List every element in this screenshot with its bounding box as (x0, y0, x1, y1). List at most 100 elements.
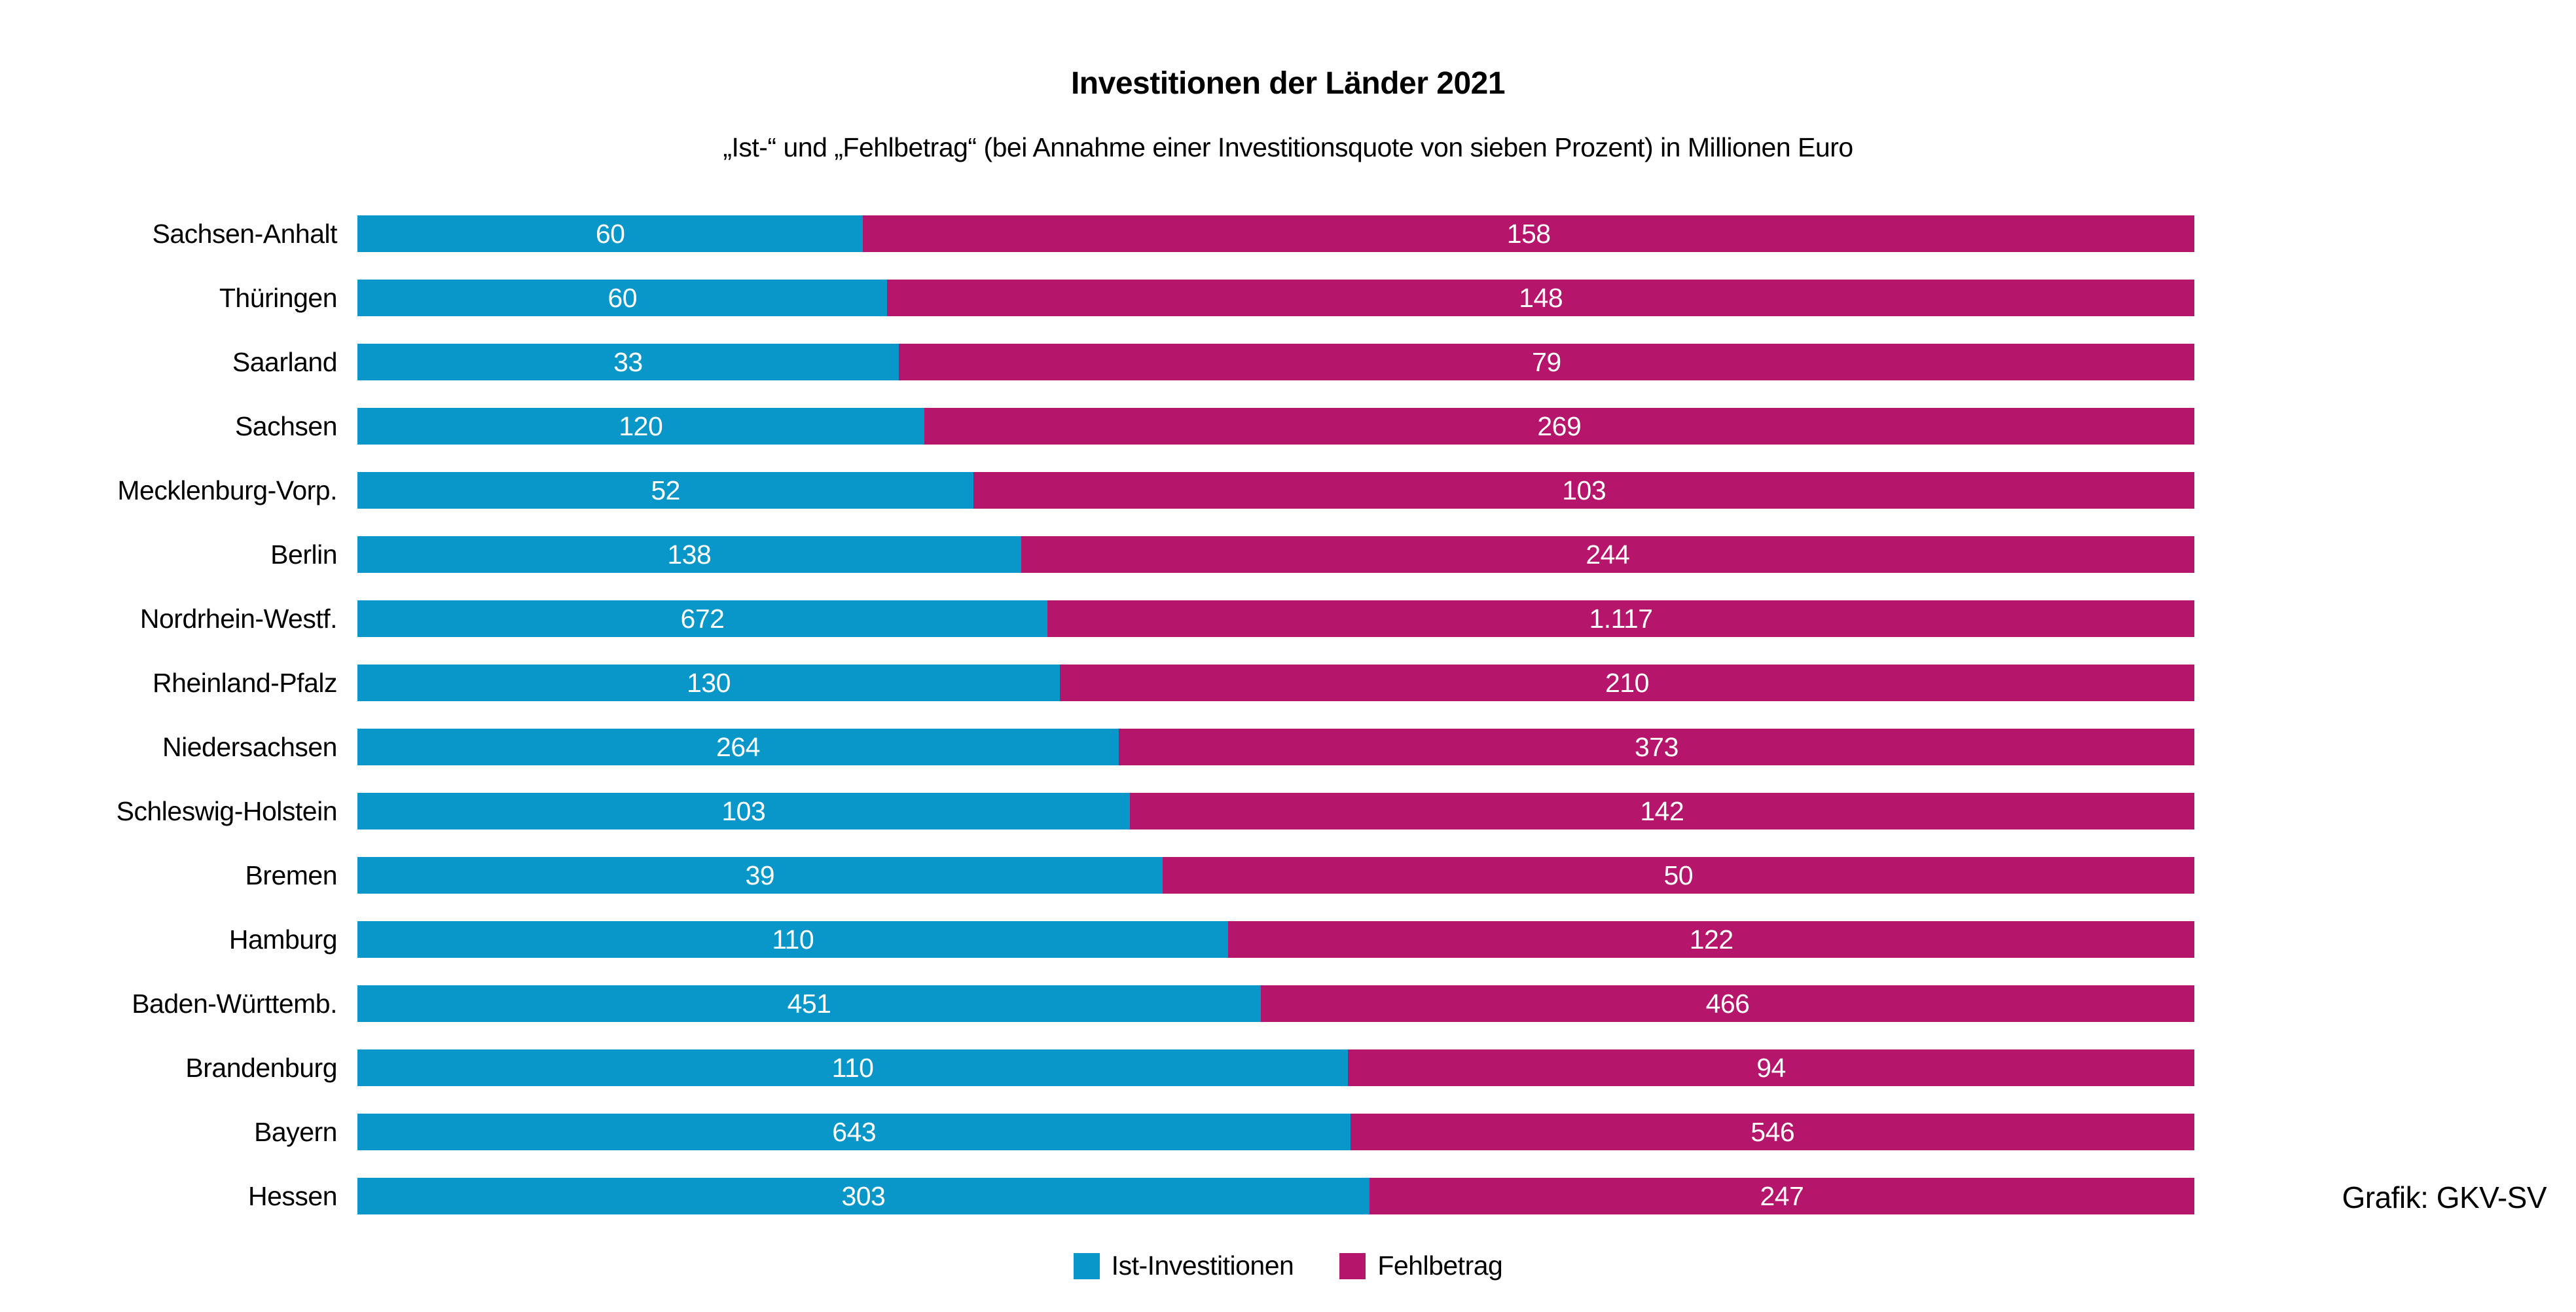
fehlbetrag-value: 158 (1506, 218, 1551, 249)
stacked-bar: 60 158 (357, 215, 2194, 252)
fehlbetrag-segment: 148 (887, 280, 2194, 316)
stacked-bar: 60 148 (357, 280, 2194, 316)
fehlbetrag-segment: 373 (1118, 729, 2194, 765)
fehlbetrag-segment: 50 (1162, 857, 2194, 894)
bar-row: Baden-Württemb. 451 466 (0, 985, 2194, 1022)
fehlbetrag-segment: 466 (1261, 985, 2194, 1022)
bar-row: Brandenburg 110 94 (0, 1049, 2194, 1086)
fehlbetrag-value: 142 (1640, 795, 1684, 826)
bar-row: Rheinland-Pfalz 130 210 (0, 665, 2194, 701)
ist-segment: 138 (357, 536, 1021, 573)
fehlbetrag-segment: 142 (1129, 793, 2194, 829)
category-label: Berlin (270, 539, 337, 570)
bar-row: Hessen 303 247 (0, 1178, 2194, 1214)
legend-item-ist: Ist-Investitionen (1073, 1250, 1294, 1281)
ist-value: 52 (651, 475, 680, 505)
fehlbetrag-value: 244 (1586, 539, 1630, 570)
fehlbetrag-segment: 546 (1351, 1114, 2194, 1150)
ist-value: 303 (841, 1180, 886, 1211)
legend: Ist-Investitionen Fehlbetrag (0, 1250, 2576, 1281)
bar-row: Saarland 33 79 (0, 344, 2194, 380)
ist-segment: 120 (357, 408, 924, 445)
ist-value: 60 (595, 218, 625, 249)
legend-item-fehlbetrag: Fehlbetrag (1339, 1250, 1503, 1281)
category-label: Schleswig-Holstein (116, 795, 338, 826)
bar-chart: Sachsen-Anhalt 60 158 Thüringen 60 148 Saarlan… (0, 215, 2194, 1214)
fehlbetrag-segment: 244 (1021, 536, 2194, 573)
ist-segment: 451 (357, 985, 1261, 1022)
ist-segment: 39 (357, 857, 1163, 894)
bar-row: Schleswig-Holstein 103 142 (0, 793, 2194, 829)
fehlbetrag-value: 122 (1689, 924, 1733, 955)
fehlbetrag-segment: 94 (1348, 1049, 2194, 1086)
category-label: Sachsen (234, 410, 338, 441)
fehlbetrag-value: 148 (1519, 282, 1563, 313)
bar-row: Bayern 643 546 (0, 1114, 2194, 1150)
category-label: Niedersachsen (162, 731, 338, 762)
fehlbetrag-segment: 210 (1059, 665, 2194, 701)
fehlbetrag-value: 79 (1532, 346, 1561, 377)
fehlbetrag-value: 103 (1562, 475, 1606, 505)
legend-swatch-ist-icon (1073, 1252, 1100, 1279)
stacked-bar: 52 103 (357, 472, 2194, 509)
category-label: Rheinland-Pfalz (153, 667, 337, 698)
bar-row: Hamburg 110 122 (0, 921, 2194, 958)
ist-value: 643 (832, 1116, 877, 1147)
stacked-bar: 451 466 (357, 985, 2194, 1022)
fehlbetrag-segment: 247 (1369, 1178, 2194, 1214)
fehlbetrag-segment: 79 (898, 344, 2194, 380)
ist-segment: 52 (357, 472, 974, 509)
ist-value: 33 (613, 346, 643, 377)
stacked-bar: 110 94 (357, 1049, 2194, 1086)
ist-segment: 264 (357, 729, 1119, 765)
ist-segment: 60 (357, 280, 888, 316)
ist-value: 120 (619, 410, 663, 441)
fehlbetrag-segment: 269 (924, 408, 2194, 445)
ist-value: 138 (667, 539, 712, 570)
stacked-bar: 672 1.117 (357, 600, 2194, 637)
bar-row: Bremen 39 50 (0, 857, 2194, 894)
bar-row: Niedersachsen 264 373 (0, 729, 2194, 765)
stacked-bar: 33 79 (357, 344, 2194, 380)
ist-segment: 303 (357, 1178, 1370, 1214)
category-label: Brandenburg (185, 1052, 337, 1083)
ist-value: 110 (772, 924, 814, 955)
bar-row: Mecklenburg-Vorp. 52 103 (0, 472, 2194, 509)
chart-subtitle: „Ist-“ und „Fehlbetrag“ (bei Annahme ein… (723, 132, 1853, 162)
category-label: Sachsen-Anhalt (152, 218, 338, 249)
legend-label-ist: Ist-Investitionen (1111, 1250, 1294, 1281)
ist-segment: 672 (357, 600, 1048, 637)
category-label: Nordrhein-Westf. (139, 603, 338, 634)
stacked-bar: 39 50 (357, 857, 2194, 894)
credit-label: Grafik: GKV-SV (2342, 1180, 2547, 1214)
ist-value: 130 (686, 667, 731, 698)
ist-segment: 130 (357, 665, 1060, 701)
stacked-bar: 138 244 (357, 536, 2194, 573)
fehlbetrag-value: 50 (1663, 860, 1694, 890)
stacked-bar: 303 247 (357, 1178, 2194, 1214)
category-label: Hamburg (228, 924, 338, 955)
ist-segment: 643 (357, 1114, 1351, 1150)
ist-value: 264 (716, 731, 760, 762)
ist-value: 110 (831, 1052, 874, 1083)
ist-segment: 103 (357, 793, 1130, 829)
fehlbetrag-value: 1.117 (1589, 603, 1653, 634)
category-label: Bremen (245, 860, 337, 890)
fehlbetrag-segment: 158 (863, 215, 2194, 252)
stacked-bar: 643 546 (357, 1114, 2194, 1150)
ist-value: 60 (608, 282, 638, 313)
fehlbetrag-value: 269 (1537, 410, 1582, 441)
chart-title: Investitionen der Länder 2021 (1070, 66, 1506, 101)
stacked-bar: 103 142 (357, 793, 2194, 829)
ist-value: 672 (680, 603, 725, 634)
category-label: Mecklenburg-Vorp. (117, 475, 337, 505)
stacked-bar: 110 122 (357, 921, 2194, 958)
fehlbetrag-value: 94 (1756, 1052, 1786, 1083)
ist-value: 39 (745, 860, 775, 890)
fehlbetrag-value: 546 (1751, 1116, 1795, 1147)
bar-row: Berlin 138 244 (0, 536, 2194, 573)
fehlbetrag-value: 373 (1635, 731, 1678, 762)
category-label: Baden-Württemb. (132, 988, 337, 1019)
bar-row: Nordrhein-Westf. 672 1.117 (0, 600, 2194, 637)
category-label: Hessen (247, 1180, 338, 1211)
